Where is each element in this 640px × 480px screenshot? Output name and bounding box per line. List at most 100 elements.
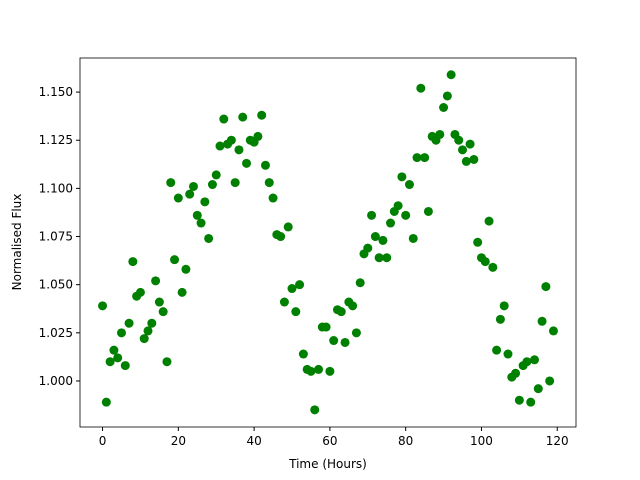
point <box>382 253 392 263</box>
point <box>98 301 108 311</box>
point <box>154 297 164 307</box>
point <box>367 210 377 220</box>
point <box>439 102 449 112</box>
point <box>499 301 509 311</box>
point <box>109 345 119 355</box>
point <box>166 178 176 188</box>
point <box>511 368 521 378</box>
x-tick-label: 60 <box>322 434 337 448</box>
x-tick-label: 40 <box>246 434 261 448</box>
point <box>204 233 214 243</box>
y-axis-label: Normalised Flux <box>10 194 24 291</box>
point <box>116 328 126 338</box>
point <box>401 210 411 220</box>
point <box>287 284 297 294</box>
point <box>321 322 331 332</box>
point <box>188 181 198 191</box>
point <box>113 353 123 363</box>
point <box>260 160 270 170</box>
point <box>298 349 308 359</box>
point <box>101 397 111 407</box>
point <box>530 355 540 365</box>
point <box>492 345 502 355</box>
point <box>238 112 248 122</box>
point <box>200 197 210 207</box>
point <box>219 114 229 124</box>
point <box>268 193 278 203</box>
point <box>533 384 543 394</box>
point <box>230 178 240 188</box>
point <box>253 131 263 141</box>
y-tick-label: 1.075 <box>39 230 73 244</box>
point <box>386 218 396 228</box>
point <box>170 255 180 265</box>
point <box>192 210 202 220</box>
point <box>548 326 558 336</box>
point <box>215 141 225 151</box>
point <box>314 364 324 374</box>
point <box>370 232 380 242</box>
point <box>458 145 468 155</box>
point <box>306 366 316 376</box>
y-tick-label: 1.125 <box>39 133 73 147</box>
point <box>143 326 153 336</box>
point <box>378 235 388 245</box>
point <box>151 276 161 286</box>
point <box>162 357 172 367</box>
point <box>393 201 403 211</box>
point <box>135 287 145 297</box>
point <box>185 189 195 199</box>
point <box>397 172 407 182</box>
point <box>461 156 471 166</box>
point <box>348 301 358 311</box>
point <box>283 222 293 232</box>
point <box>336 307 346 317</box>
plot-frame <box>79 57 577 428</box>
point <box>423 206 433 216</box>
point <box>537 316 547 326</box>
point <box>211 170 221 180</box>
y-tick-label: 1.000 <box>39 374 73 388</box>
point <box>469 154 479 164</box>
point <box>355 278 365 288</box>
point <box>473 237 483 247</box>
x-tick-label: 100 <box>470 434 493 448</box>
point <box>545 376 555 386</box>
x-tick-label: 0 <box>99 434 107 448</box>
point <box>207 180 217 190</box>
point <box>454 135 464 145</box>
point <box>196 218 206 228</box>
point <box>442 91 452 101</box>
point <box>416 83 426 93</box>
point <box>291 307 301 317</box>
point <box>276 232 286 242</box>
x-tick-label: 80 <box>398 434 413 448</box>
y-tick-label: 1.150 <box>39 85 73 99</box>
point <box>310 405 320 415</box>
point <box>420 153 430 163</box>
point <box>147 318 157 328</box>
point <box>484 216 494 226</box>
x-axis-label: Time (Hours) <box>288 457 367 471</box>
point <box>120 361 130 371</box>
y-tick-label: 1.100 <box>39 181 73 195</box>
point <box>465 139 475 149</box>
point <box>351 328 361 338</box>
point <box>234 145 244 155</box>
y-tick-label: 1.050 <box>39 278 73 292</box>
point <box>541 282 551 292</box>
point <box>412 153 422 163</box>
point <box>242 158 252 168</box>
point <box>128 257 138 267</box>
point <box>446 70 456 80</box>
x-tick-label: 120 <box>546 434 569 448</box>
point <box>435 129 445 139</box>
point <box>139 334 149 344</box>
point <box>226 135 236 145</box>
point <box>257 110 267 120</box>
x-tick-label: 20 <box>171 434 186 448</box>
point <box>264 178 274 188</box>
point <box>124 318 134 328</box>
point <box>329 336 339 346</box>
